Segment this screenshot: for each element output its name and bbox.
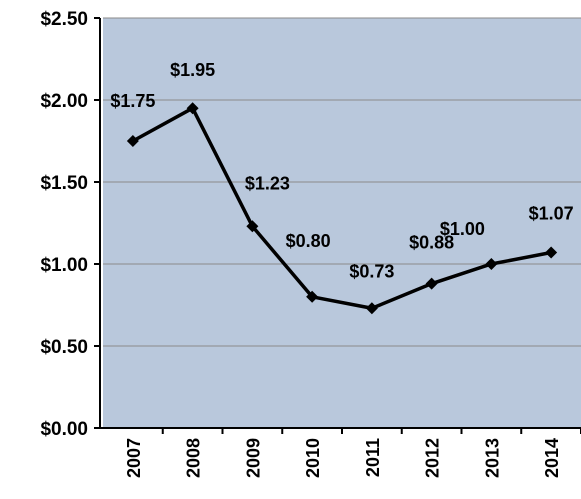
x-tick-label: 2010 <box>303 438 323 478</box>
data-label: $0.73 <box>349 261 394 281</box>
x-tick-label: 2014 <box>542 438 562 478</box>
data-label: $1.95 <box>170 60 215 80</box>
marker <box>485 258 498 270</box>
y-tick-label: $2.00 <box>40 91 88 112</box>
y-tick-label: $0.50 <box>40 337 88 358</box>
data-label: $0.88 <box>409 233 454 253</box>
x-tick-label: 2013 <box>482 438 502 478</box>
marker <box>425 277 438 290</box>
x-tick-label: 2012 <box>423 438 443 478</box>
y-tick-label: $2.50 <box>40 9 88 30</box>
marker <box>365 302 378 315</box>
data-label: $1.07 <box>529 204 574 224</box>
marker <box>126 135 139 147</box>
y-tick-label: $1.50 <box>40 173 88 194</box>
y-tick-label: $0.00 <box>40 419 88 440</box>
marker <box>306 290 319 303</box>
x-tick-label: 2011 <box>363 438 383 477</box>
data-label: $1.23 <box>245 173 290 193</box>
marker <box>545 246 558 259</box>
x-tick-label: 2007 <box>124 438 144 478</box>
marker <box>246 220 259 233</box>
plot-area <box>103 18 581 428</box>
data-label: $0.80 <box>286 231 331 251</box>
line <box>132 105 552 311</box>
marker <box>186 102 199 115</box>
x-tick-label: 2009 <box>243 438 263 478</box>
data-label: $1.75 <box>110 91 155 111</box>
x-tick-label: 2008 <box>184 438 204 478</box>
data-label: $1.00 <box>440 219 485 239</box>
y-tick-label: $1.00 <box>40 255 88 276</box>
